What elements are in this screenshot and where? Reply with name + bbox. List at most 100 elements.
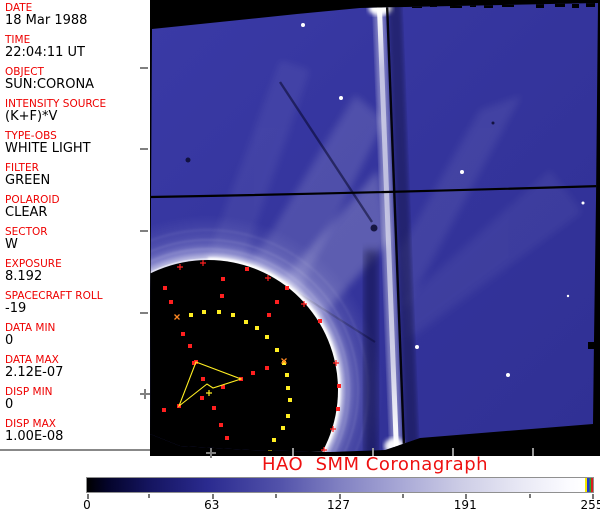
metadata-field: DATA MAX 2.12E-07 xyxy=(5,354,150,380)
occulter-rim-line xyxy=(150,258,340,452)
star-dot xyxy=(566,294,570,298)
star-dots xyxy=(301,23,585,377)
metadata-field: DATA MIN 0 xyxy=(5,322,150,348)
yellow-fiducial-dot xyxy=(217,310,221,314)
metadata-field: FILTER GREEN xyxy=(5,162,150,188)
diagonal-scratch xyxy=(278,81,374,223)
metadata-sidebar: DATE 18 Mar 1988 TIME 22:04:11 UT OBJECT SUN:… xyxy=(0,0,150,450)
field-label: INTENSITY SOURCE xyxy=(5,98,107,110)
field-value: WHITE LIGHT xyxy=(5,141,91,156)
dark-void xyxy=(364,250,378,452)
star-dot xyxy=(460,170,464,174)
red-fiducial-dot xyxy=(201,377,205,381)
colorbar-minor-tick xyxy=(148,494,151,498)
metadata-field: DISP MIN 0 xyxy=(5,386,150,412)
field-label: FILTER xyxy=(5,162,39,174)
orange-x-marker xyxy=(174,314,180,320)
field-value: 0 xyxy=(5,397,14,412)
red-fiducial-dot xyxy=(221,385,225,389)
metadata-field: SPACECRAFT ROLL -19 xyxy=(5,290,150,316)
bottom-axis-cross xyxy=(206,448,216,458)
red-fiducial-dot xyxy=(251,371,255,375)
colorbar-minor-tick xyxy=(401,494,404,498)
bottom-axis-tick xyxy=(372,448,374,456)
bottom-axis-tick xyxy=(292,448,294,456)
coronagraph-image xyxy=(150,3,598,452)
field-label: SECTOR xyxy=(5,226,48,238)
yellow-fiducial-dot xyxy=(275,348,279,352)
yellow-fiducial-dot xyxy=(282,361,286,365)
cross-v xyxy=(210,448,212,458)
left-axis-tick xyxy=(140,67,148,69)
red-fiducial-dot xyxy=(221,277,225,281)
left-axis-tick xyxy=(140,230,148,232)
yellow-fiducial-dot xyxy=(244,320,248,324)
left-axis-tick xyxy=(140,148,148,150)
field-value: SUN:CORONA xyxy=(5,77,95,92)
yellow-fiducial-dot xyxy=(189,313,193,317)
metadata-field: TYPE-OBS WHITE LIGHT xyxy=(5,130,150,156)
field-value: 8.192 xyxy=(5,269,43,284)
colorbar-tick xyxy=(465,494,468,499)
field-label: OBJECT xyxy=(5,66,44,78)
red-fiducial-dot xyxy=(265,366,269,370)
dark-spots xyxy=(185,121,495,232)
star-dot xyxy=(339,96,343,100)
colorbar-tick xyxy=(87,494,89,499)
red-fiducial-dot xyxy=(181,332,185,336)
red-fiducial-cross xyxy=(330,426,336,432)
occulting-disk xyxy=(150,260,338,452)
bottom-axis-tick xyxy=(532,448,534,456)
yellow-fiducial-dot xyxy=(286,386,290,390)
red-fiducial-dot xyxy=(336,407,340,411)
red-fiducial-dot xyxy=(188,344,192,348)
left-axis-tick xyxy=(140,312,148,314)
colorbar xyxy=(86,477,594,493)
star-dot xyxy=(301,23,305,27)
red-fiducial-cross xyxy=(265,275,271,281)
calibration-polygon xyxy=(177,361,243,408)
red-fiducial-dot xyxy=(163,286,167,290)
yellow-fiducial-dot xyxy=(255,326,259,330)
star-dot xyxy=(506,373,510,377)
yellow-fiducial-dot xyxy=(265,335,269,339)
field-label: TYPE-OBS xyxy=(5,130,57,142)
field-label: SPACECRAFT ROLL xyxy=(5,290,103,302)
field-value: 18 Mar 1988 xyxy=(5,13,88,28)
streamer-ray xyxy=(405,170,582,340)
metadata-field: OBJECT SUN:CORONA xyxy=(5,66,150,92)
plot-title: HAO SMM Coronagraph xyxy=(261,454,489,475)
fiducial-layer xyxy=(162,260,341,452)
field-value: -19 xyxy=(5,301,27,316)
yellow-fiducial-dot xyxy=(286,414,290,418)
dark-spot xyxy=(370,224,378,232)
red-fiducial-dot xyxy=(220,294,224,298)
colorbar-minor-tick xyxy=(275,494,278,498)
sidebar-fields: DATE 18 Mar 1988 TIME 22:04:11 UT OBJECT SUN:… xyxy=(5,2,150,444)
streamer-ray xyxy=(400,95,522,310)
colorbar-tick-label: 0 xyxy=(83,498,91,512)
field-value: 1.00E-08 xyxy=(5,429,64,444)
dark-spot xyxy=(185,157,191,163)
colorbar-tick xyxy=(211,494,214,499)
field-label: EXPOSURE xyxy=(5,258,62,270)
yellow-fiducial-dot xyxy=(281,426,285,430)
red-fiducial-dot xyxy=(225,436,229,440)
yellow-fiducial-dot xyxy=(285,373,289,377)
red-fiducial-dot xyxy=(337,384,341,388)
red-fiducial-dot xyxy=(200,396,204,400)
sidebar-divider xyxy=(0,449,150,451)
red-fiducial-cross xyxy=(301,301,307,307)
colorbar-minor-tick xyxy=(528,494,531,498)
dark-spot xyxy=(491,121,495,125)
bottom-axis-tick xyxy=(452,448,454,456)
field-label: DATA MAX xyxy=(5,354,59,366)
pylon-streak xyxy=(368,3,419,452)
yellow-fiducial-dot xyxy=(231,313,235,317)
red-fiducial-dot xyxy=(169,300,173,304)
yellow-plus-marker xyxy=(206,390,212,396)
orange-x-marker xyxy=(281,358,287,364)
metadata-field: SECTOR W xyxy=(5,226,150,252)
red-fiducial-dot xyxy=(318,319,322,323)
coronagraph-image-canvas[interactable] xyxy=(150,0,600,456)
